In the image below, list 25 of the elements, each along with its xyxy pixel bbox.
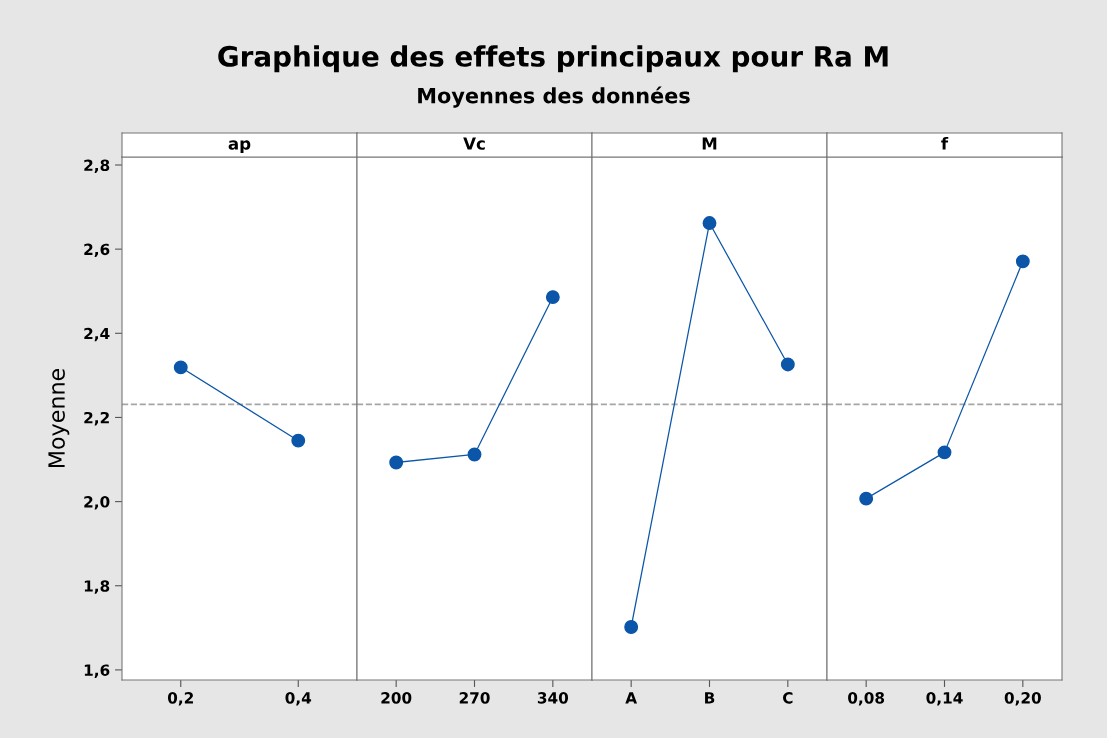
- x-tick-label: 340: [537, 692, 569, 704]
- y-tick-label: 1,8: [84, 580, 110, 594]
- y-tick-label: 2,2: [84, 411, 109, 426]
- chart-title: ap: [228, 140, 251, 154]
- x-tick-label: 270: [459, 692, 490, 704]
- x-tick-label: 0,20: [1004, 692, 1041, 706]
- y-tick-label: 2,6: [84, 243, 110, 258]
- x-tick-label: 200: [381, 692, 412, 704]
- x-tick-label: 0,08: [848, 692, 885, 706]
- x-tick-label: B: [705, 692, 715, 704]
- chart-title: f: [941, 136, 949, 150]
- y-tick-label: 2,8: [84, 159, 110, 173]
- text: Graphique des effets principaux pour Ra M: [218, 45, 888, 73]
- y-tick-label: 1,6: [84, 664, 110, 678]
- x-tick-label: 0,4: [285, 692, 312, 706]
- x-tick-label: 0,2: [167, 692, 193, 706]
- y-tick-label: 2,4: [84, 327, 110, 342]
- text: Moyennes des données: [418, 86, 690, 108]
- y-axis-title: Moyenne: [48, 368, 70, 468]
- x-tick-label: C: [782, 692, 793, 704]
- x-tick-label: A: [625, 692, 637, 704]
- y-tick-label: 2,0: [84, 496, 110, 510]
- chart-title: Vc: [463, 137, 485, 150]
- x-tick-label: 0,14: [926, 692, 963, 706]
- chart-title: M: [702, 137, 717, 150]
